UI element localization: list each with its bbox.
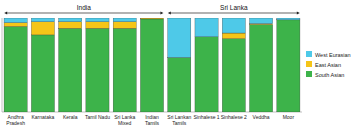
x-tick-label: Sri LankaMixed [114, 114, 135, 126]
bar-segment [4, 26, 27, 112]
bar-segment [140, 18, 163, 19]
bar-segment [140, 19, 163, 112]
legend-swatch [306, 61, 312, 67]
legend-label: South Asian [315, 72, 344, 78]
bar-segment [59, 22, 82, 29]
bar-segment [195, 18, 218, 37]
x-tick-label: Karnataka [32, 114, 55, 120]
legend-label: West Eurasian [315, 52, 351, 58]
bar-segment [86, 18, 109, 22]
legend: West Eurasian East Asian South Asian [306, 51, 351, 78]
bar-segment [59, 28, 82, 112]
annotation-arrow [4, 11, 163, 14]
annotation-arrow [168, 11, 300, 14]
bar-segment [113, 22, 136, 29]
x-tick-label: Kerala [63, 114, 78, 120]
legend-swatch [306, 51, 312, 57]
x-tick-label: AndhraPradesh [6, 114, 25, 126]
x-tick-label: Tamil Nadu [85, 114, 110, 120]
chart: AndhraPradesh Karnataka Kerala Tamil Nadu Sr… [0, 0, 359, 127]
bar-segment [277, 18, 300, 20]
annotation-label: Sri Lanka [220, 4, 248, 11]
bar-segment [195, 37, 218, 112]
bar-segment [222, 39, 245, 112]
x-tick-label: Moor [283, 114, 295, 120]
bar-segment [31, 35, 54, 112]
bar-segment [140, 18, 163, 19]
annotation-label: India [77, 4, 91, 11]
bar-segment [4, 18, 27, 23]
bar-segment [113, 18, 136, 22]
bars [4, 18, 300, 112]
bar-segment [31, 18, 54, 22]
bar-segment [31, 22, 54, 35]
bar-segment [168, 57, 191, 112]
bar-segment [277, 20, 300, 112]
legend-label: East Asian [315, 62, 341, 68]
bar-segment [86, 22, 109, 29]
legend-swatch [306, 71, 312, 77]
bar-segment [250, 25, 273, 112]
x-tick-label: Sinhalese 2 [221, 114, 247, 120]
x-tick-label: Sinhalese 1 [193, 114, 219, 120]
y-axis-line [2, 18, 3, 112]
x-tick-label: Sri LankanTamils [167, 114, 191, 126]
bar-segment [222, 18, 245, 33]
bar-segment [59, 18, 82, 22]
x-tick-label: Veddha [253, 114, 270, 120]
bar-segment [4, 23, 27, 27]
bar-segment [113, 28, 136, 112]
x-tick-label: IndianTamils [145, 114, 160, 126]
bar-segment [250, 18, 273, 24]
bar-segment [86, 28, 109, 112]
bar-segment [168, 18, 191, 57]
bar-segment [222, 33, 245, 39]
